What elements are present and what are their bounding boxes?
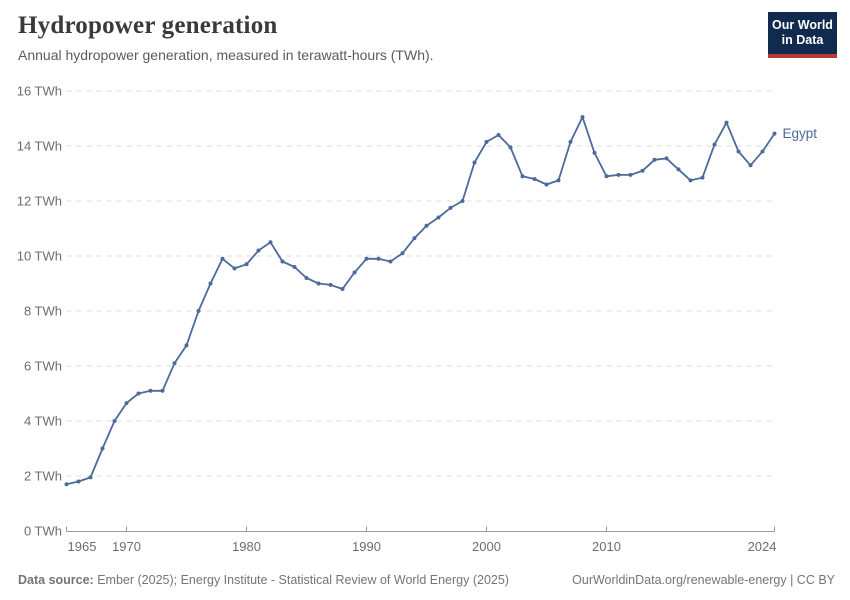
line-chart-canvas[interactable]: 0 TWh 2 TWh 4 TWh 6 TWh 8 TWh 10 TWh 12 TWh 14 …	[0, 80, 850, 560]
y-tick-label: 16 TWh	[17, 84, 62, 99]
y-gridlines	[66, 90, 775, 477]
chart-title: Hydropower generation	[18, 12, 278, 39]
chart-footer: Data source: Ember (2025); Energy Instit…	[18, 573, 835, 587]
owid-logo[interactable]: Our World in Data	[768, 12, 837, 58]
data-source-label: Data source:	[18, 573, 94, 587]
data-source-text: Ember (2025); Energy Institute - Statist…	[97, 573, 509, 587]
chart-header: Hydropower generation Annual hydropower …	[18, 12, 750, 63]
y-tick-label: 6 TWh	[24, 359, 62, 374]
y-tick-label: 14 TWh	[17, 139, 62, 154]
owid-logo-line1: Our World	[772, 18, 833, 32]
chart-subtitle: Annual hydropower generation, measured i…	[18, 47, 434, 63]
x-tick-label: 1980	[232, 539, 261, 554]
x-tick-label: 2024	[748, 539, 777, 554]
data-points	[64, 115, 777, 487]
y-tick-label: 0 TWh	[24, 524, 62, 539]
x-tick-label: 2000	[472, 539, 501, 554]
x-tick-label: 1965	[68, 539, 97, 554]
owid-url-license[interactable]: OurWorldinData.org/renewable-energy | CC…	[572, 573, 835, 587]
x-axis	[66, 526, 775, 532]
data-line-egypt[interactable]	[65, 116, 776, 486]
y-tick-label: 2 TWh	[24, 469, 62, 484]
series-label-egypt[interactable]: Egypt	[783, 126, 818, 141]
y-tick-label: 10 TWh	[17, 249, 62, 264]
x-tick-label: 1990	[352, 539, 381, 554]
x-tick-label: 1970	[112, 539, 141, 554]
x-tick-label: 2010	[592, 539, 621, 554]
y-axis-labels: 0 TWh 2 TWh 4 TWh 6 TWh 8 TWh 10 TWh 12 TWh 14 …	[17, 84, 62, 539]
y-tick-label: 8 TWh	[24, 304, 62, 319]
y-tick-label: 4 TWh	[24, 414, 62, 429]
y-tick-label: 12 TWh	[17, 194, 62, 209]
owid-logo-line2: in Data	[781, 33, 824, 48]
hydropower-line-chart[interactable]: 0 TWh 2 TWh 4 TWh 6 TWh 8 TWh 10 TWh 12 TWh 14 …	[0, 80, 850, 560]
x-axis-labels: 1965 1970 1980 1990 2000 2010 2024	[68, 539, 777, 554]
data-source-note: Data source: Ember (2025); Energy Instit…	[18, 573, 509, 587]
